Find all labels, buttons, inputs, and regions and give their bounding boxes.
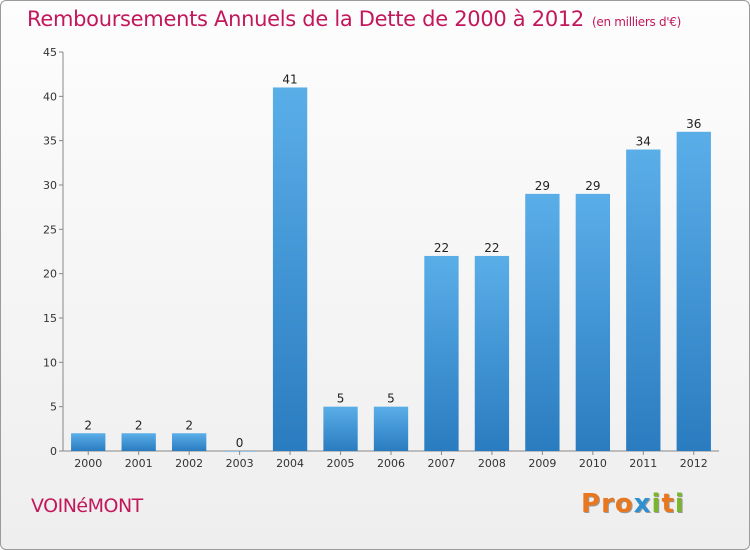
logo-letter: i: [651, 489, 662, 519]
bar-2011: [626, 149, 661, 452]
chart-bars: [71, 87, 711, 452]
logo-letter: r: [601, 489, 615, 519]
value-label: 0: [236, 436, 244, 450]
x-tick-label: 2009: [528, 457, 556, 470]
bar-2006: [373, 406, 409, 451]
logo-letter: i: [674, 489, 685, 519]
x-tick-label: 2005: [327, 457, 355, 470]
chart-title: Remboursements Annuels de la Dette de 20…: [27, 7, 681, 31]
y-tick-label: 20: [43, 268, 57, 281]
bar-2009: [525, 193, 560, 451]
bar-2008: [474, 255, 510, 451]
y-tick-label: 45: [43, 46, 57, 59]
town-name: VOINéMONT: [31, 495, 143, 517]
x-tick-label: 2008: [478, 457, 506, 470]
bar-2010: [575, 193, 611, 451]
logo-letter: t: [661, 489, 675, 519]
value-label: 2: [185, 418, 193, 432]
value-label: 34: [636, 135, 651, 149]
value-label: 2: [135, 418, 143, 432]
bar-2004: [272, 87, 308, 451]
bar-2003: [222, 451, 257, 452]
x-tick-label: 2001: [125, 457, 153, 470]
value-label: 22: [434, 241, 449, 255]
bar-2012: [676, 131, 711, 452]
bar-2002: [171, 433, 207, 451]
chart-subtitle: (en milliers d'€): [592, 15, 682, 29]
logo-letter: x: [633, 489, 652, 519]
x-tick-label: 2004: [276, 457, 304, 470]
y-tick-label: 0: [50, 445, 57, 458]
y-tick-label: 15: [43, 312, 57, 325]
x-tick-label: 2003: [226, 457, 254, 470]
logo-letter: P: [581, 489, 602, 519]
y-tick-label: 10: [43, 356, 57, 369]
value-label: 2: [84, 418, 92, 432]
chart-labels: 2000 2 2001 2 2002 2 2003 0 2004 41 2005 5 2006 5 2007…: [74, 72, 708, 470]
value-label: 5: [337, 392, 345, 406]
x-tick-label: 2007: [427, 457, 455, 470]
x-tick-label: 2006: [377, 457, 405, 470]
x-tick-label: 2012: [680, 457, 708, 470]
bar-2001: [121, 433, 156, 451]
y-tick-label: 30: [43, 179, 57, 192]
bar-2005: [323, 406, 358, 451]
value-label: 41: [282, 72, 297, 86]
y-tick-label: 25: [43, 223, 57, 236]
y-tick-label: 40: [43, 90, 57, 103]
x-tick-label: 2000: [74, 457, 102, 470]
x-tick-label: 2011: [629, 457, 657, 470]
y-tick-label: 35: [43, 135, 57, 148]
value-label: 22: [484, 241, 499, 255]
value-label: 29: [585, 179, 600, 193]
value-label: 29: [535, 179, 550, 193]
chart-title-text: Remboursements Annuels de la Dette de 20…: [27, 7, 584, 31]
x-tick-label: 2010: [579, 457, 607, 470]
bar-2007: [424, 255, 459, 451]
x-tick-label: 2002: [175, 457, 203, 470]
proxiti-logo: Proxiti: [581, 489, 685, 519]
value-label: 5: [387, 392, 395, 406]
y-tick-label: 5: [50, 401, 57, 414]
logo-letter: o: [614, 489, 634, 519]
value-label: 36: [686, 117, 701, 131]
bar-2000: [71, 433, 106, 451]
